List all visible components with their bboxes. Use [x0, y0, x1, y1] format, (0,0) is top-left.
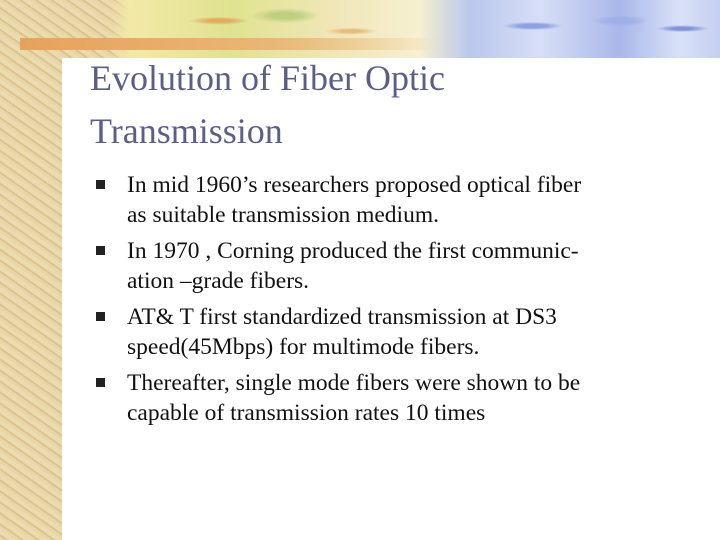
bullet-line: speed(45Mbps) for multimode fibers. [127, 334, 480, 360]
bullet-marker [96, 246, 105, 255]
bullet-line: capable of transmission rates 10 times [127, 400, 486, 426]
bullet-list: In mid 1960’s researchers proposed optic… [96, 170, 581, 434]
decor-stripe [20, 38, 440, 50]
decor-flowers [470, 0, 720, 52]
bullet-marker [96, 180, 105, 189]
content-panel [62, 58, 720, 540]
bullet-marker [96, 312, 105, 321]
bullet-line: as suitable transmission medium. [127, 202, 439, 228]
bullet-marker [96, 378, 105, 387]
title-line: Transmission [90, 111, 283, 151]
bullet-item: In 1970 , Corning produced the first com… [96, 236, 581, 296]
bullet-line: In mid 1960’s researchers proposed optic… [127, 172, 582, 198]
slide-title: Evolution of Fiber Optic Transmission [90, 52, 445, 158]
bullet-line: Thereafter, single mode fibers were show… [127, 370, 581, 396]
bullet-item: In mid 1960’s researchers proposed optic… [96, 170, 581, 230]
title-line: Evolution of Fiber Optic [90, 58, 445, 98]
bullet-item: AT& T first standardized transmission at… [96, 302, 581, 362]
bullet-item: Thereafter, single mode fibers were show… [96, 368, 581, 428]
bullet-line: In 1970 , Corning produced the first com… [127, 238, 579, 264]
bullet-line: AT& T first standardized transmission at… [127, 304, 557, 330]
bullet-line: ation –grade fibers. [127, 268, 310, 294]
